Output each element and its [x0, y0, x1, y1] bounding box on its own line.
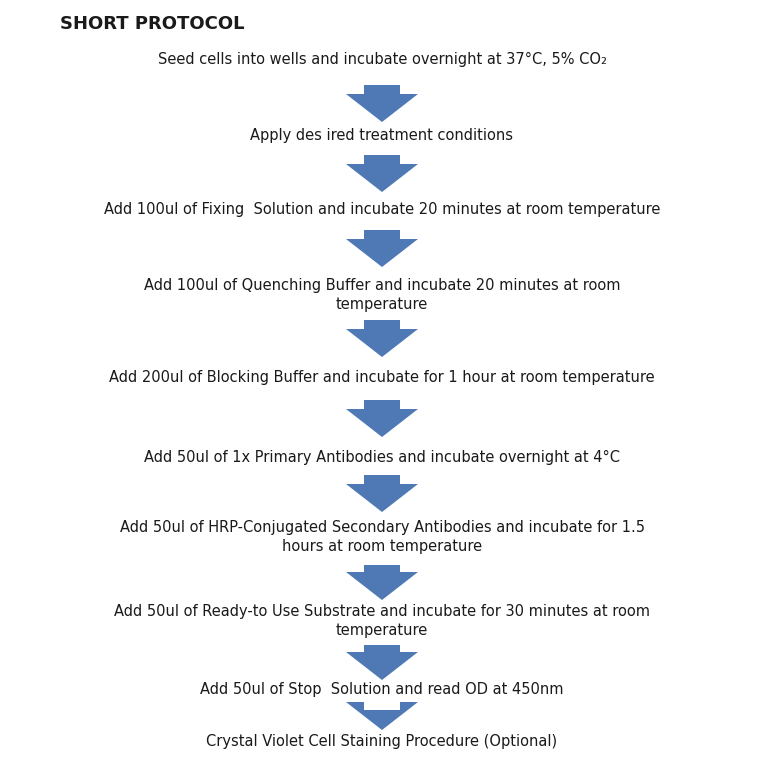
- Polygon shape: [346, 645, 418, 680]
- Polygon shape: [346, 320, 418, 357]
- Polygon shape: [346, 565, 418, 600]
- Text: Seed cells into wells and incubate overnight at 37°C, 5% CO₂: Seed cells into wells and incubate overn…: [157, 52, 607, 67]
- Polygon shape: [346, 155, 418, 192]
- Text: Add 50ul of Stop  Solution and read OD at 450nm: Add 50ul of Stop Solution and read OD at…: [200, 682, 564, 697]
- Polygon shape: [346, 400, 418, 437]
- Text: Add 50ul of Ready-to Use Substrate and incubate for 30 minutes at room
temperatu: Add 50ul of Ready-to Use Substrate and i…: [114, 604, 650, 638]
- Text: Add 50ul of HRP-Conjugated Secondary Antibodies and incubate for 1.5
hours at ro: Add 50ul of HRP-Conjugated Secondary Ant…: [119, 520, 645, 554]
- Text: Apply des ired treatment conditions: Apply des ired treatment conditions: [251, 128, 513, 143]
- Polygon shape: [346, 85, 418, 122]
- Text: SHORT PROTOCOL: SHORT PROTOCOL: [60, 15, 244, 33]
- Text: Add 200ul of Blocking Buffer and incubate for 1 hour at room temperature: Add 200ul of Blocking Buffer and incubat…: [109, 370, 655, 385]
- Text: Add 50ul of 1x Primary Antibodies and incubate overnight at 4°C: Add 50ul of 1x Primary Antibodies and in…: [144, 450, 620, 465]
- Text: Add 100ul of Quenching Buffer and incubate 20 minutes at room
temperature: Add 100ul of Quenching Buffer and incuba…: [144, 278, 620, 312]
- Polygon shape: [346, 475, 418, 512]
- Text: Add 100ul of Fixing  Solution and incubate 20 minutes at room temperature: Add 100ul of Fixing Solution and incubat…: [104, 202, 660, 217]
- Polygon shape: [346, 702, 418, 730]
- Text: Crystal Violet Cell Staining Procedure (Optional): Crystal Violet Cell Staining Procedure (…: [206, 734, 558, 749]
- Polygon shape: [346, 230, 418, 267]
